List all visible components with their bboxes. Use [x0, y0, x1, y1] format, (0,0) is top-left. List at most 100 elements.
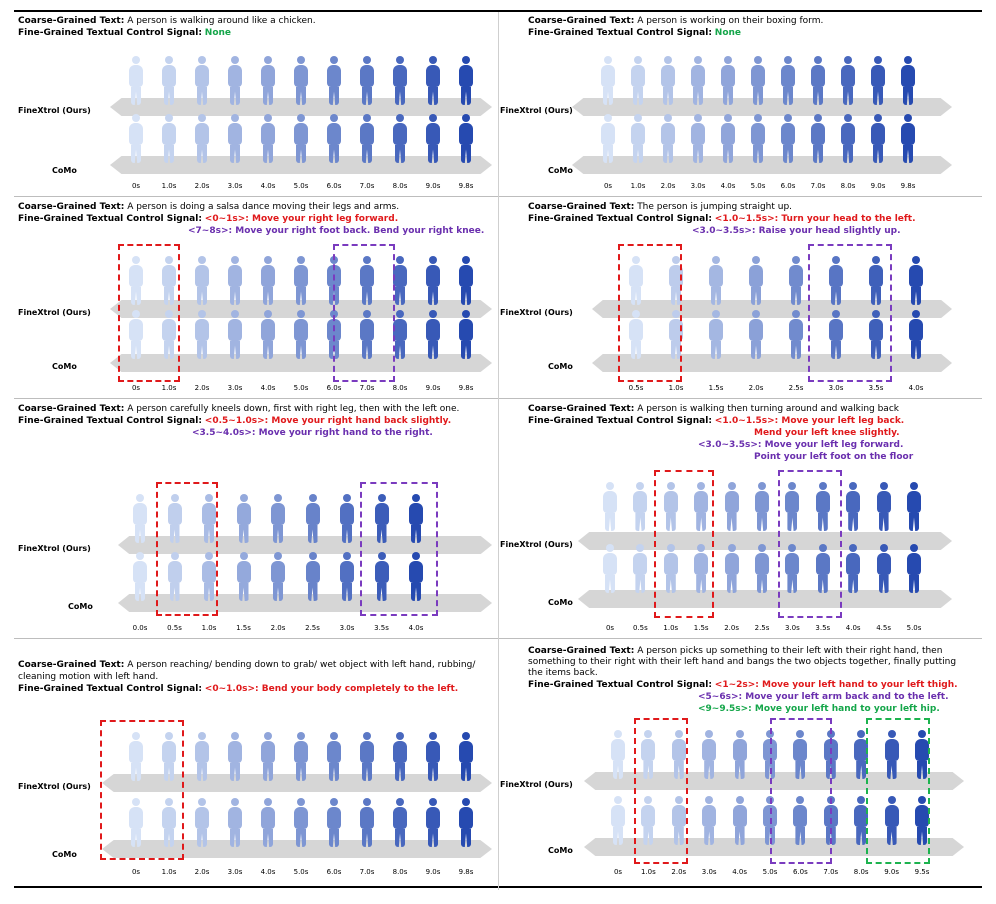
- time-tick: 1.0s: [663, 624, 679, 632]
- time-tick: 0s: [605, 624, 615, 632]
- como-pose-figure: [391, 114, 409, 163]
- time-tick: 7.0s: [359, 182, 375, 190]
- time-tick: 5.0s: [293, 182, 309, 190]
- time-tick: 4.0s: [720, 182, 736, 190]
- time-tick: 3.5s: [868, 384, 884, 392]
- row-label-como: CoMo: [548, 166, 573, 175]
- top-rule: [14, 10, 982, 12]
- finextrol-pose-figure: [791, 730, 809, 779]
- finextrol-pose-figure: [787, 256, 805, 305]
- time-tick: 8.0s: [392, 182, 408, 190]
- finextrol-pose-figure: [259, 732, 277, 781]
- time-tick: 6.0s: [780, 182, 796, 190]
- coarse-caption: Coarse-Grained Text: A person is doing a…: [18, 202, 400, 212]
- coarse-caption-cont: something to their right with their left…: [528, 657, 957, 667]
- como-pose-figure: [719, 114, 737, 163]
- row-label-ours: FineXtrol (Ours): [500, 308, 573, 317]
- time-tick: 0s: [613, 868, 623, 876]
- panel-salsa-dance: Coarse-Grained Text: A person is doing a…: [18, 202, 494, 396]
- coarse-caption: Coarse-Grained Text: A person picks up s…: [528, 646, 943, 656]
- time-tick: 9.8s: [900, 182, 916, 190]
- time-tick: 9.0s: [425, 384, 441, 392]
- como-pose-figure: [867, 310, 885, 359]
- como-pose-figure: [304, 552, 322, 601]
- finextrol-pose-figure: [689, 56, 707, 105]
- purple-highlight-box: [360, 482, 438, 616]
- como-pose-figure: [424, 310, 442, 359]
- como-pose-figure: [235, 552, 253, 601]
- time-tick: 4.0s: [908, 384, 924, 392]
- finextrol-pose-figure: [193, 56, 211, 105]
- signal-line: <5~6s>: Move your left arm back and to t…: [698, 692, 949, 702]
- time-tick: 1.0s: [641, 868, 656, 876]
- finextrol-pose-figure: [639, 730, 657, 779]
- panel-jumping: Coarse-Grained Text: The person is jumpi…: [500, 202, 984, 396]
- finextrol-pose-figure: [913, 730, 931, 779]
- como-pose-figure: [193, 798, 211, 847]
- finextrol-pose-figure: [457, 256, 475, 305]
- time-tick: 4.0s: [408, 624, 424, 632]
- finextrol-pose-figure: [659, 56, 677, 105]
- finextrol-pose-figure: [358, 256, 376, 305]
- fine-caption: Fine-Grained Textual Control Signal: <0.…: [18, 416, 452, 426]
- time-tick: 5.0s: [906, 624, 922, 632]
- finextrol-pose-figure: [667, 256, 685, 305]
- time-tick: 2.0s: [194, 182, 210, 190]
- como-pose-figure: [259, 798, 277, 847]
- finextrol-pose-figure: [391, 732, 409, 781]
- como-pose-figure: [457, 798, 475, 847]
- finextrol-pose-figure: [601, 482, 619, 531]
- time-tick: 9.0s: [884, 868, 899, 876]
- como-pose-figure: [160, 114, 178, 163]
- row-label-ours: FineXtrol (Ours): [18, 782, 91, 791]
- finextrol-pose-figure: [692, 482, 710, 531]
- finextrol-pose-figure: [127, 732, 145, 781]
- finextrol-pose-figure: [631, 482, 649, 531]
- como-pose-figure: [358, 798, 376, 847]
- purple-highlight-box: [778, 470, 842, 618]
- time-tick: 8.0s: [840, 182, 856, 190]
- como-pose-figure: [814, 544, 832, 593]
- como-pose-figure: [899, 114, 917, 163]
- como-pose-figure: [787, 310, 805, 359]
- fine-caption: Fine-Grained Textual Control Signal: <1.…: [528, 214, 916, 224]
- time-tick: 1.0s: [201, 624, 217, 632]
- panel-walk-turn: Coarse-Grained Text: A person is walking…: [500, 404, 984, 636]
- finextrol-pose-figure: [373, 494, 391, 543]
- time-tick: 9.8s: [458, 868, 474, 876]
- row-label-como: CoMo: [52, 166, 77, 175]
- time-tick: 1.0s: [630, 182, 646, 190]
- como-pose-figure: [907, 310, 925, 359]
- time-tick: 3.0s: [227, 384, 243, 392]
- row-label-ours: FineXtrol (Ours): [500, 106, 573, 115]
- como-pose-figure: [809, 114, 827, 163]
- finextrol-pose-figure: [325, 56, 343, 105]
- finextrol-pose-figure: [259, 56, 277, 105]
- row-label-ours: FineXtrol (Ours): [500, 780, 573, 789]
- finextrol-pose-figure: [670, 730, 688, 779]
- time-tick: 2.0s: [748, 384, 764, 392]
- como-pose-figure: [689, 114, 707, 163]
- row-label-ours: FineXtrol (Ours): [18, 308, 91, 317]
- time-tick: 6.0s: [326, 868, 342, 876]
- row-label-como: CoMo: [68, 602, 93, 611]
- time-tick: 1.5s: [236, 624, 251, 632]
- ground-band: [578, 590, 952, 608]
- como-pose-figure: [200, 552, 218, 601]
- time-tick: 9.0s: [870, 182, 886, 190]
- como-pose-figure: [599, 114, 617, 163]
- como-pose-figure: [259, 114, 277, 163]
- finextrol-pose-figure: [899, 56, 917, 105]
- fine-caption: Fine-Grained Textual Control Signal: <1.…: [528, 416, 905, 426]
- ground-band: [592, 300, 952, 318]
- finextrol-pose-figure: [325, 732, 343, 781]
- como-pose-figure: [457, 114, 475, 163]
- como-pose-figure: [226, 798, 244, 847]
- time-tick: 7.0s: [810, 182, 826, 190]
- finextrol-pose-figure: [723, 482, 741, 531]
- time-tick: 0s: [603, 182, 613, 190]
- finextrol-pose-figure: [292, 256, 310, 305]
- purple-highlight-box: [808, 244, 892, 382]
- time-tick: 1.0s: [161, 384, 177, 392]
- como-pose-figure: [627, 310, 645, 359]
